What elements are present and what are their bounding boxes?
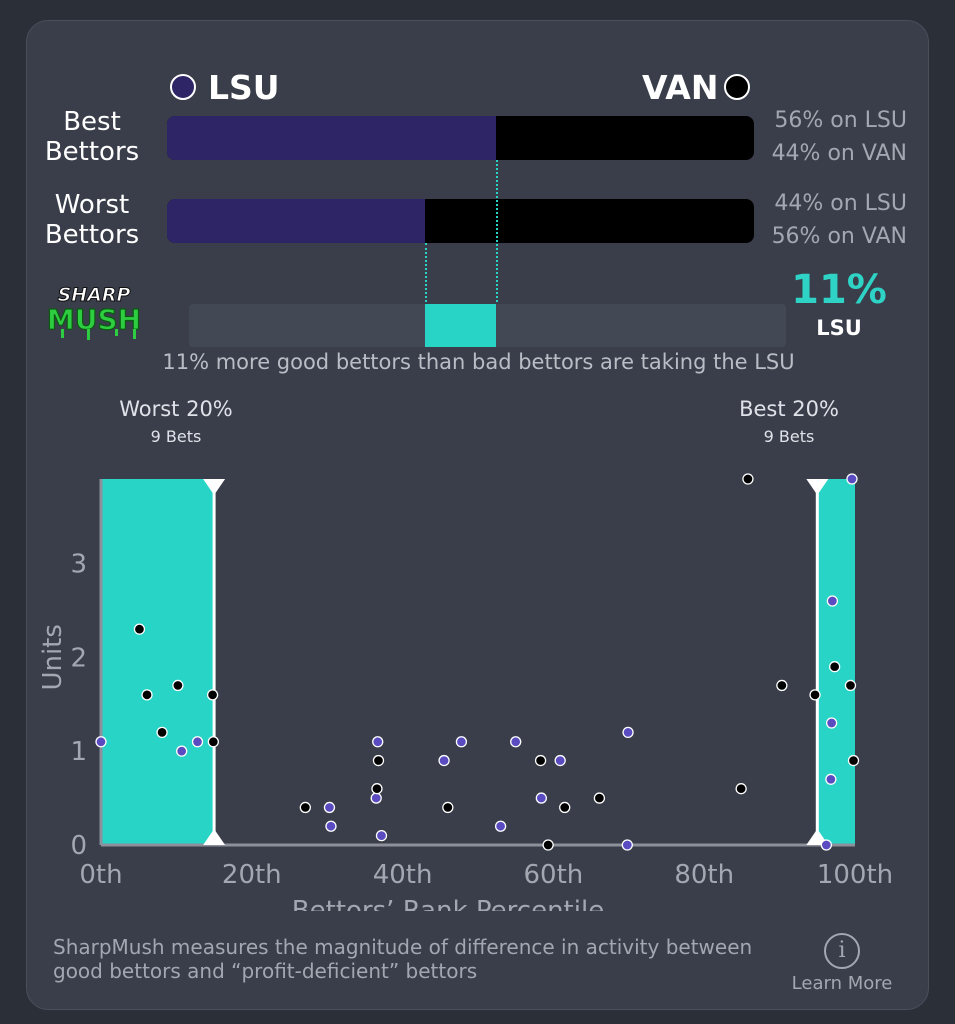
units-scatter-chart: 0 1 2 3 0th 20th 40th 60th 80th 100th Bettors’ Ran…	[38, 473, 893, 911]
best-connector-line	[495, 160, 498, 310]
best-bettors-bar	[167, 116, 754, 160]
best-zone-count: 9 Bets	[763, 427, 815, 446]
worst-bettors-lsu-fill	[167, 199, 426, 243]
sharpmush-team: LSU	[816, 316, 862, 340]
logo-sharp-text: SHARP	[58, 284, 131, 306]
point-lsu	[438, 754, 450, 767]
point-van	[844, 679, 857, 692]
y-tick-label: 2	[70, 643, 87, 673]
worst-bettors-bar	[167, 199, 754, 243]
best-zone-title: Best 20%	[739, 397, 839, 421]
point-lsu	[375, 829, 388, 842]
highlight-zone-0	[101, 479, 215, 845]
point-van	[559, 801, 571, 814]
worst-bettors-van-pct: 56% on VAN	[771, 224, 907, 249]
point-van	[156, 726, 168, 739]
x-tick-label: 80th	[674, 860, 734, 890]
footer-description: SharpMush measures the magnitude of diff…	[53, 935, 753, 983]
right-team-name: VAN	[642, 68, 719, 107]
point-lsu	[325, 820, 337, 832]
point-van	[809, 689, 821, 701]
sharpmush-bar	[189, 304, 786, 347]
x-tick-label: 40th	[373, 860, 433, 890]
point-lsu	[621, 839, 633, 851]
sharpmush-caption: 11% more good bettors than bad bettors a…	[162, 350, 795, 374]
sharpmush-diff-fill	[425, 304, 496, 347]
learn-more-link[interactable]: Learn More	[791, 973, 893, 994]
x-axis-title: Bettors’ Rank Percentile	[292, 896, 604, 911]
best-bettors-label: Best Bettors	[44, 107, 140, 167]
x-tick-label: 100th	[817, 860, 893, 890]
worst-zone-count: 9 Bets	[150, 427, 202, 446]
point-lsu	[455, 736, 468, 748]
point-lsu	[191, 736, 204, 748]
left-team-name: LSU	[208, 68, 280, 107]
point-lsu	[323, 801, 336, 814]
point-van	[828, 661, 841, 673]
point-van	[442, 801, 454, 814]
point-van	[206, 689, 219, 701]
point-lsu	[554, 754, 566, 767]
point-lsu	[370, 792, 382, 804]
point-van	[133, 623, 146, 635]
point-lsu	[510, 736, 522, 748]
best-bettors-lsu-pct: 56% on LSU	[774, 108, 907, 133]
cutoff-top-marker-0	[203, 479, 226, 495]
cutoff-bottom-marker-0	[203, 829, 226, 845]
lsu-color-dot	[170, 74, 196, 100]
point-lsu	[820, 839, 832, 851]
point-lsu	[846, 473, 858, 485]
point-lsu	[825, 773, 837, 785]
worst-bettors-label: Worst Bettors	[44, 190, 140, 250]
point-van	[141, 689, 153, 701]
point-van	[593, 792, 606, 804]
best-bettors-lsu-fill	[167, 116, 496, 160]
x-tick-label: 60th	[524, 860, 584, 890]
x-tick-label: 20th	[222, 860, 282, 890]
point-lsu	[176, 745, 188, 757]
y-tick-label: 1	[70, 737, 87, 767]
x-tick-label: 0th	[79, 860, 122, 890]
worst-zone-title: Worst 20%	[119, 397, 233, 421]
worst-connector-line	[425, 243, 428, 310]
sharpmush-card: LSU VAN Best Bettors 56% on LSU 44% on V…	[26, 20, 929, 1010]
point-van	[299, 801, 311, 814]
van-color-dot	[724, 74, 750, 100]
point-van	[207, 736, 219, 748]
point-van	[372, 754, 385, 767]
point-van	[776, 679, 788, 692]
y-axis-title: Units	[38, 624, 68, 690]
point-lsu	[535, 792, 547, 804]
point-van	[371, 783, 383, 795]
sharpmush-logo: SHARP MUSH	[35, 281, 153, 341]
sharpmush-value: 11%	[791, 267, 887, 313]
point-van	[847, 754, 860, 767]
info-icon[interactable]: i	[824, 933, 860, 969]
worst-bettors-lsu-pct: 44% on LSU	[774, 191, 907, 216]
point-van	[735, 783, 747, 795]
point-van	[534, 754, 547, 767]
point-lsu	[494, 820, 507, 832]
point-van	[742, 473, 754, 485]
point-lsu	[622, 726, 634, 739]
point-lsu	[372, 736, 384, 748]
point-van	[542, 839, 554, 851]
y-tick-label: 0	[70, 831, 87, 861]
cutoff-top-marker-1	[806, 479, 829, 495]
point-lsu	[95, 736, 107, 748]
point-lsu	[825, 717, 838, 729]
point-lsu	[826, 595, 839, 607]
best-bettors-van-pct: 44% on VAN	[771, 141, 907, 166]
y-tick-label: 3	[70, 549, 87, 579]
point-van	[172, 679, 184, 692]
